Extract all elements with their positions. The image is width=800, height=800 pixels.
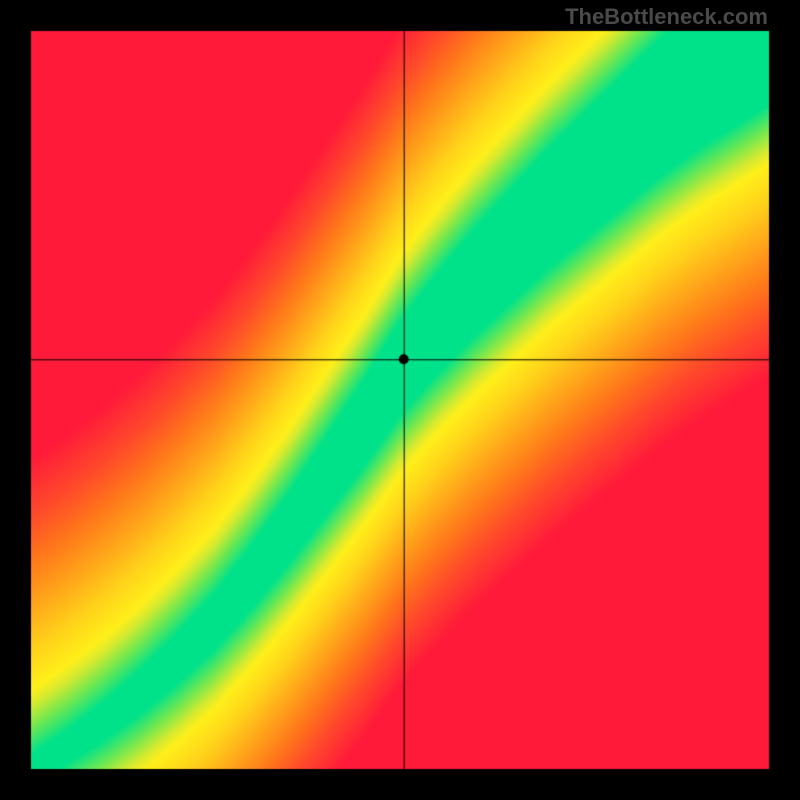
watermark-text: TheBottleneck.com (565, 4, 768, 30)
heatmap-canvas (0, 0, 800, 800)
chart-container: TheBottleneck.com (0, 0, 800, 800)
